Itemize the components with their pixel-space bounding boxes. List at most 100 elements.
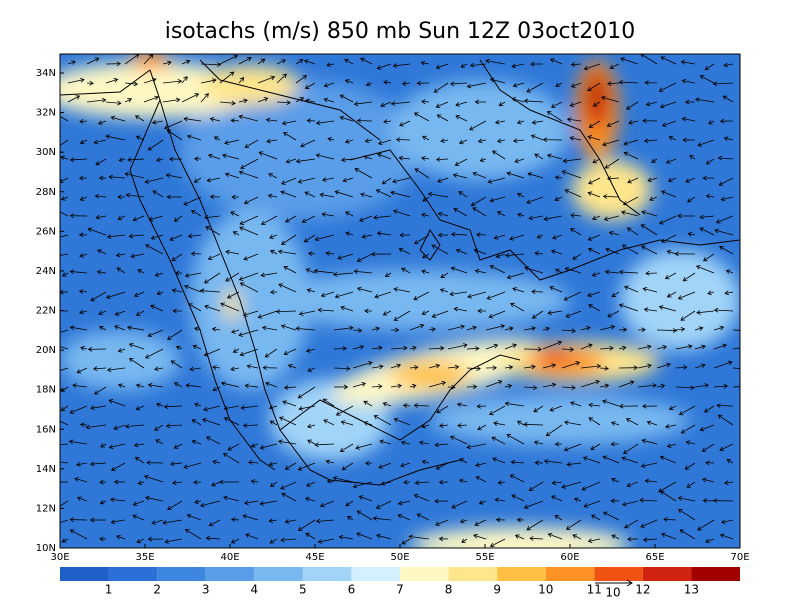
wind-arrow <box>230 538 240 544</box>
wind-arrow <box>485 58 506 65</box>
wind-arrow <box>363 154 373 160</box>
wind-arrow <box>435 462 449 470</box>
wind-arrow <box>94 193 107 199</box>
wind-arrow <box>550 101 563 108</box>
wind-arrow <box>207 253 221 261</box>
wind-arrow <box>628 120 639 125</box>
wind-arrow <box>371 345 383 351</box>
wind-arrow <box>353 101 373 107</box>
wind-arrow <box>649 196 658 202</box>
wind-arrow <box>164 538 183 544</box>
wind-arrow <box>687 231 696 237</box>
wind-arrow <box>295 75 308 84</box>
wind-arrow <box>239 348 259 357</box>
wind-arrow <box>352 381 367 388</box>
wind-arrow <box>618 269 639 275</box>
wind-arrow <box>488 405 506 416</box>
wind-arrow <box>542 340 563 350</box>
wind-arrow <box>534 251 544 256</box>
wind-arrow <box>371 326 381 332</box>
wind-arrow <box>587 538 601 544</box>
wind-arrow <box>117 348 126 353</box>
wind-arrow <box>136 538 145 544</box>
wind-arrow <box>283 385 297 390</box>
wind-arrow <box>435 157 449 162</box>
wind-arrow <box>79 119 88 124</box>
wind-arrow <box>497 480 506 485</box>
wind-arrow <box>378 462 392 469</box>
wind-arrow <box>627 177 639 184</box>
wind-arrow <box>450 266 468 274</box>
wind-arrow <box>409 323 425 331</box>
wind-arrow <box>510 302 525 312</box>
wind-arrow <box>433 82 449 93</box>
colorbar-label: 4 <box>250 583 258 597</box>
wind-arrow <box>475 462 487 468</box>
wind-arrow <box>610 441 620 447</box>
wind-arrow <box>356 532 373 540</box>
wind-arrow <box>570 213 582 218</box>
wind-arrow <box>69 269 88 275</box>
wind-arrow <box>678 405 696 416</box>
lon-label: 65E <box>645 552 664 563</box>
wind-arrow <box>705 193 715 199</box>
wind-arrow <box>344 79 354 84</box>
colorbar-swatch <box>157 567 206 581</box>
wind-arrow <box>190 209 202 217</box>
wind-arrow <box>583 63 601 71</box>
wind-arrow <box>453 306 468 312</box>
wind-arrow <box>167 500 183 511</box>
wind-arrow <box>340 420 354 426</box>
wind-arrow <box>61 538 69 543</box>
wind-arrow <box>79 253 88 258</box>
wind-arrow <box>363 421 373 426</box>
wind-arrow <box>401 81 411 86</box>
wind-arrow <box>599 324 616 331</box>
wind-arrow <box>333 346 348 351</box>
wind-arrow <box>98 175 107 181</box>
wind-arrow <box>526 82 544 93</box>
wind-arrow <box>268 461 278 467</box>
wind-arrow <box>665 424 677 429</box>
wind-arrow <box>454 158 468 166</box>
wind-arrow <box>712 81 734 87</box>
wind-arrow <box>319 500 335 508</box>
wind-arrow <box>449 435 468 445</box>
wind-arrow <box>105 291 126 300</box>
wind-arrow <box>466 346 480 351</box>
wind-arrow <box>184 529 202 540</box>
wind-arrow <box>449 81 468 87</box>
wind-arrow <box>171 288 183 293</box>
wind-arrow <box>563 420 582 426</box>
wind-arrow <box>169 234 183 241</box>
wind-arrow <box>659 490 677 502</box>
wind-arrow <box>472 207 487 217</box>
wind-arrow <box>704 63 715 71</box>
wind-arrow <box>151 119 164 125</box>
wind-arrow <box>681 116 696 122</box>
lat-label: 26N <box>36 226 56 237</box>
wind-arrow <box>591 215 601 221</box>
wind-arrow <box>528 215 544 221</box>
wind-arrow <box>549 58 563 65</box>
wind-arrow <box>549 405 563 412</box>
wind-arrow <box>200 500 221 508</box>
wind-arrow <box>315 120 335 126</box>
wind-arrow <box>238 329 259 337</box>
wind-arrow <box>381 177 392 185</box>
wind-arrow <box>543 215 563 222</box>
wind-arrow <box>573 497 582 502</box>
wind-arrow <box>283 132 297 141</box>
wind-arrow <box>660 532 677 540</box>
wind-arrow <box>147 329 164 338</box>
wind-arrow <box>644 80 658 86</box>
wind-arrow <box>588 177 601 185</box>
wind-arrow <box>80 345 88 351</box>
wind-arrow <box>245 533 259 540</box>
wind-arrow <box>127 157 145 163</box>
wind-arrow <box>526 519 544 531</box>
wind-arrow <box>60 346 69 350</box>
wind-arrow <box>588 120 601 128</box>
wind-arrow <box>590 443 601 450</box>
wind-arrow <box>116 267 126 274</box>
